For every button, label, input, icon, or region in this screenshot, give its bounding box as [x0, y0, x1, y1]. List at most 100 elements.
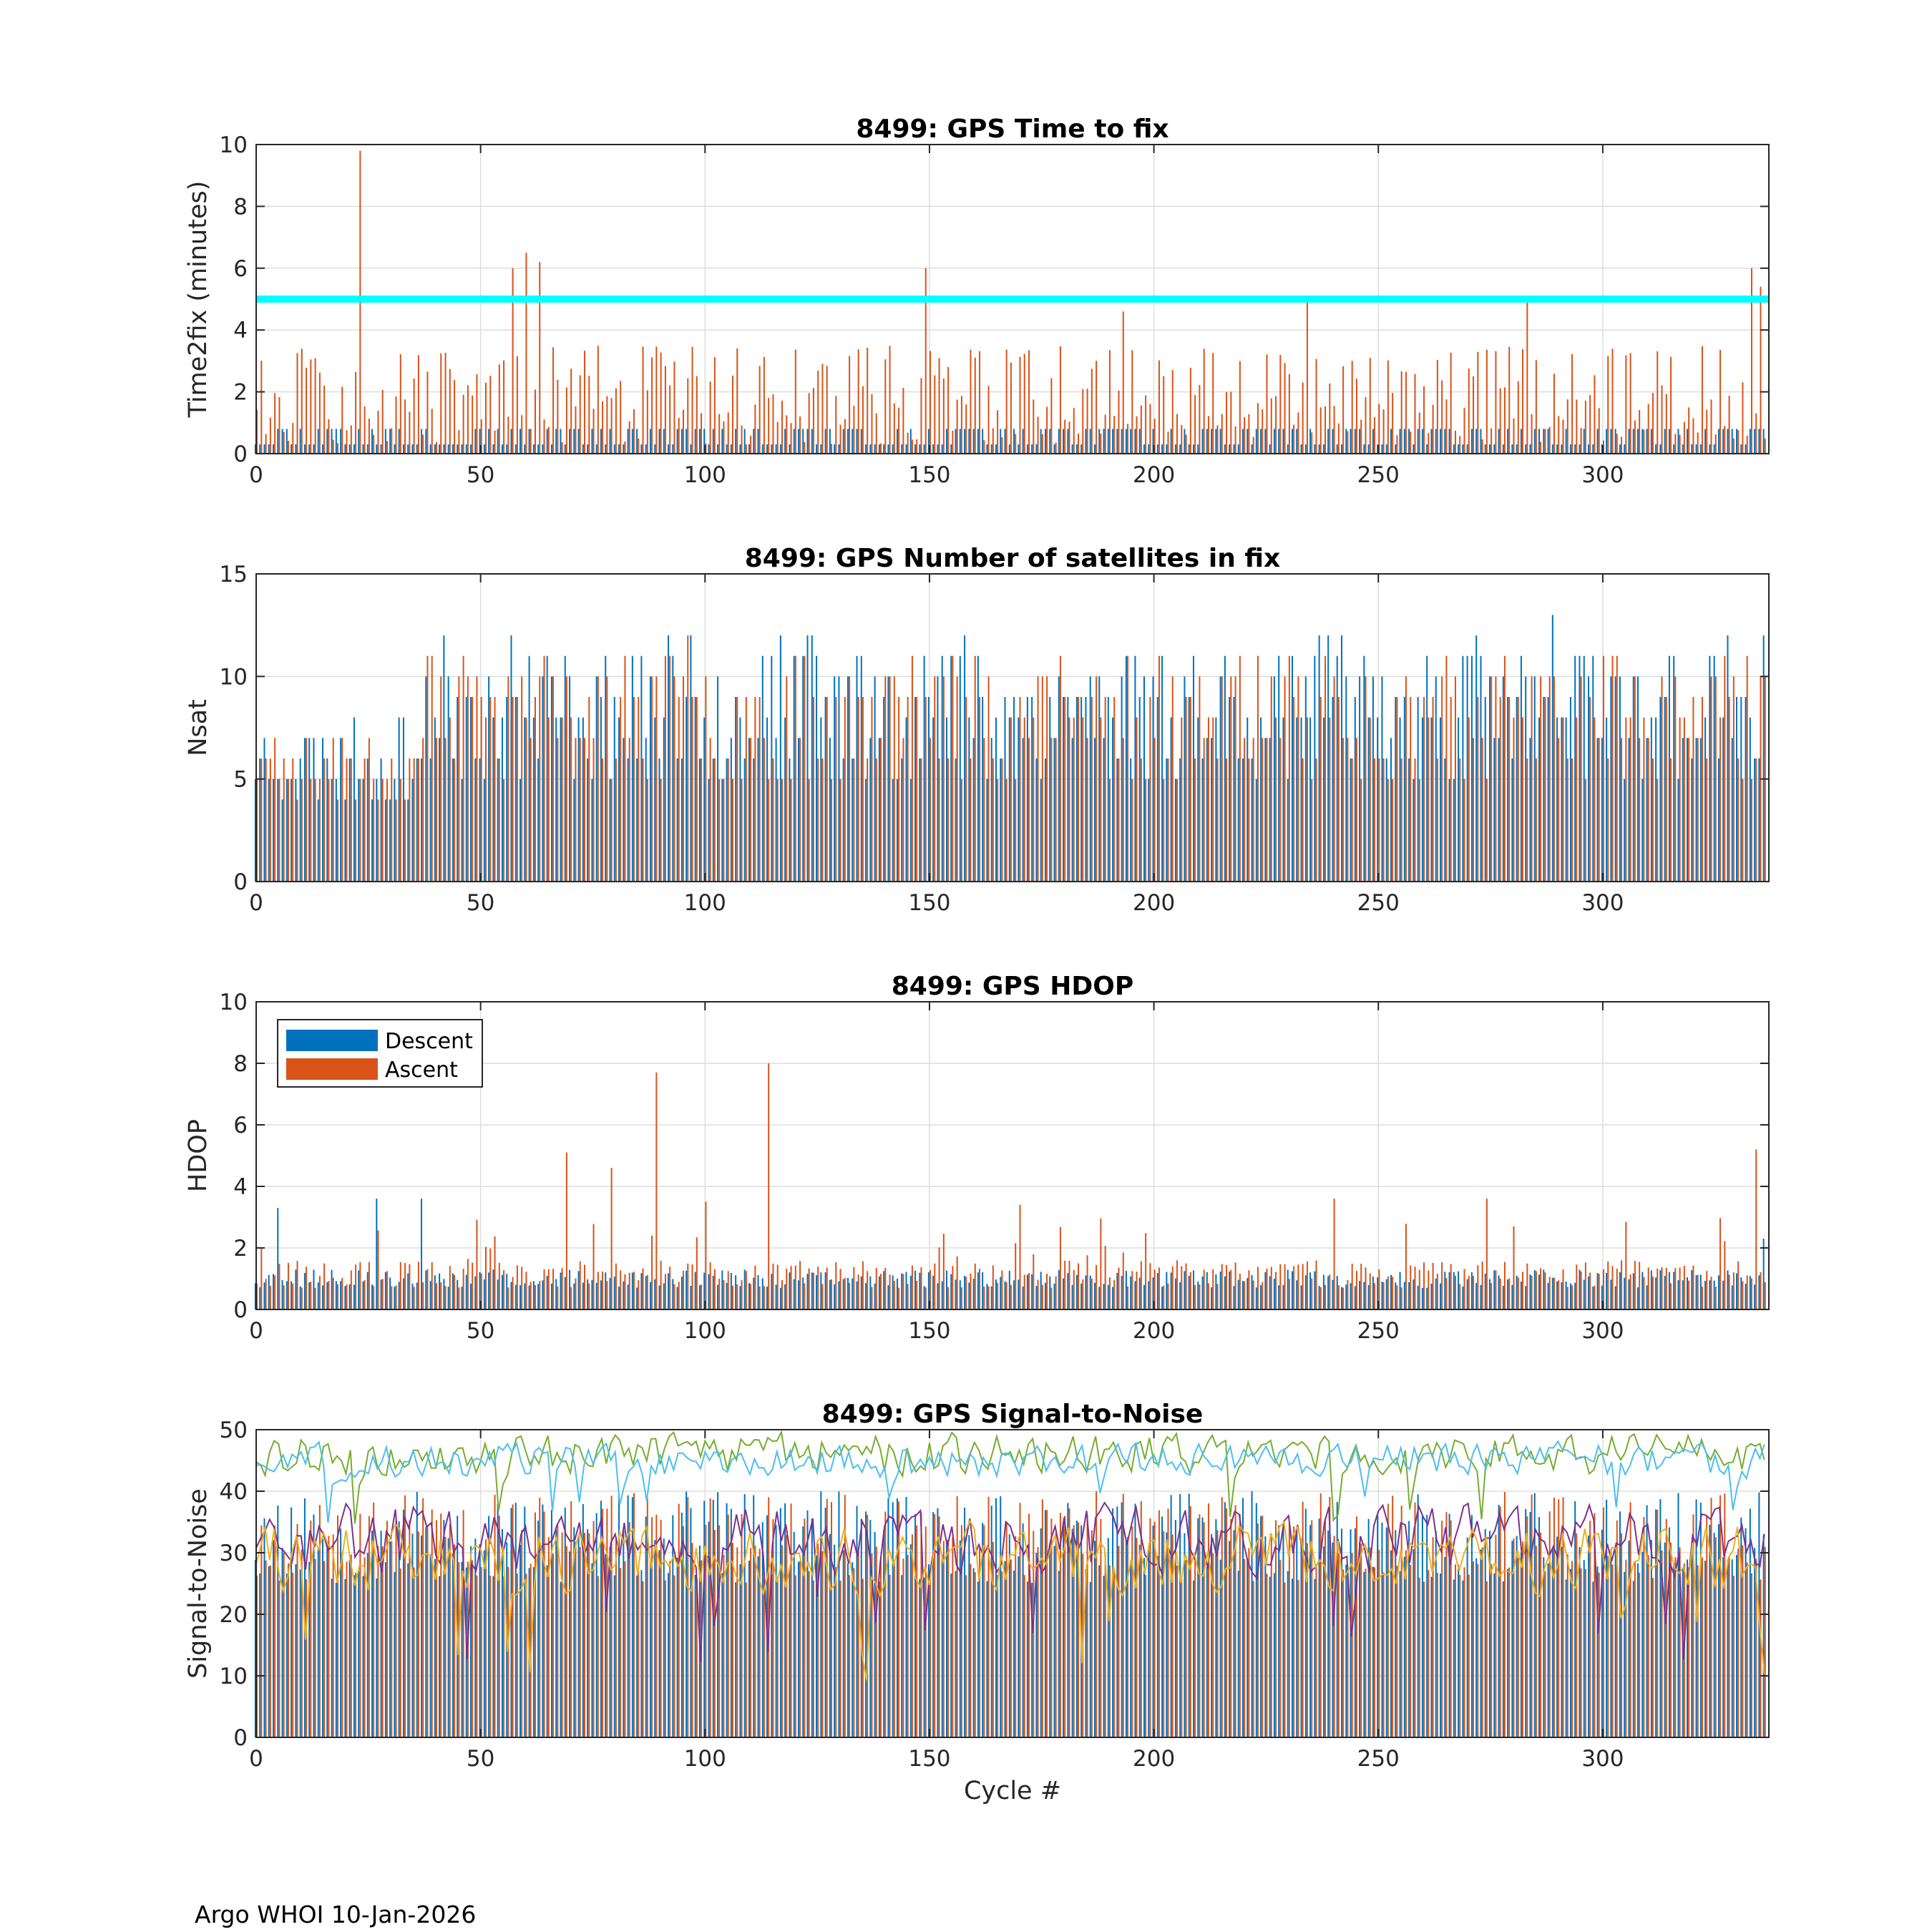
- bar-ascent: [1639, 410, 1641, 454]
- bar-ascent: [1189, 1272, 1191, 1309]
- bar-ascent: [1194, 1285, 1196, 1309]
- bar-descent: [1583, 655, 1585, 882]
- bar-descent: [407, 1563, 409, 1737]
- bar-ascent: [1252, 738, 1254, 882]
- x-tick-label: 0: [249, 890, 263, 916]
- bar-descent: [748, 1560, 750, 1737]
- bar-descent: [380, 758, 382, 882]
- bar-descent: [945, 1270, 947, 1309]
- bar-ascent: [849, 676, 851, 882]
- bar-descent: [860, 1276, 862, 1309]
- bar-ascent: [1078, 697, 1080, 882]
- bar-descent: [698, 1285, 701, 1309]
- bar-ascent: [628, 1272, 630, 1309]
- bar-descent: [743, 429, 746, 454]
- bar-ascent: [1674, 1268, 1677, 1309]
- bar-ascent: [763, 738, 765, 882]
- bar-descent: [344, 444, 346, 454]
- bar-ascent: [884, 1511, 887, 1737]
- bar-ascent: [907, 1284, 909, 1309]
- bar-descent: [1619, 1511, 1621, 1737]
- bar-descent: [380, 1279, 382, 1309]
- bar-ascent: [1167, 431, 1169, 454]
- bar-ascent: [965, 1575, 967, 1737]
- bar-ascent: [1329, 1496, 1331, 1737]
- bar-descent: [1241, 429, 1244, 454]
- bar-descent: [299, 758, 301, 882]
- bar-ascent: [1226, 1508, 1228, 1737]
- bar-descent: [1063, 697, 1065, 882]
- x-tick-label: 150: [908, 1318, 950, 1344]
- bar-ascent: [1015, 779, 1017, 882]
- bar-ascent: [1284, 1582, 1286, 1737]
- bar-descent: [582, 1282, 584, 1309]
- bar-descent: [708, 1521, 710, 1737]
- bar-ascent: [561, 1268, 563, 1309]
- bar-ascent: [431, 409, 433, 454]
- bar-ascent: [758, 1548, 761, 1737]
- bar-ascent: [790, 423, 792, 454]
- bar-ascent: [260, 361, 263, 454]
- bar-descent: [1291, 1271, 1293, 1309]
- bar-ascent: [1625, 717, 1627, 882]
- bar-descent: [1098, 1287, 1101, 1309]
- bar-ascent: [1540, 1268, 1542, 1309]
- bar-descent: [802, 655, 804, 882]
- bar-ascent: [1158, 1267, 1160, 1309]
- bar-ascent: [1576, 717, 1578, 882]
- bar-descent: [1507, 429, 1509, 454]
- bar-ascent: [570, 1501, 572, 1737]
- bar-ascent: [682, 1270, 685, 1309]
- bar-ascent: [332, 738, 334, 882]
- axes-frame: [255, 1429, 1770, 1738]
- bar-descent: [1713, 655, 1715, 882]
- bar-descent: [977, 1581, 979, 1737]
- bar-ascent: [1270, 1533, 1272, 1737]
- bar-ascent: [1508, 346, 1511, 454]
- bar-descent: [1188, 1493, 1190, 1737]
- bar-descent: [1130, 1276, 1132, 1309]
- bar-ascent: [597, 346, 599, 454]
- bar-descent: [546, 1275, 548, 1309]
- bar-ascent: [880, 443, 882, 454]
- bar-descent: [573, 1527, 575, 1737]
- y-tick-label: 4: [233, 1174, 248, 1200]
- bar-ascent: [1199, 385, 1201, 454]
- bar-ascent: [1503, 387, 1506, 454]
- bar-ascent: [794, 655, 796, 882]
- bar-ascent: [1485, 1581, 1488, 1737]
- bar-ascent: [1432, 404, 1434, 454]
- bar-ascent: [1387, 360, 1389, 454]
- bar-ascent: [987, 676, 990, 882]
- bar-descent: [1637, 1287, 1639, 1309]
- bar-descent: [816, 655, 818, 882]
- bar-descent: [1255, 429, 1257, 454]
- x-tick-label: 50: [467, 890, 494, 916]
- bar-descent: [348, 1560, 351, 1737]
- bar-descent: [569, 676, 571, 882]
- bar-ascent: [1212, 353, 1214, 454]
- bar-descent: [806, 1274, 809, 1309]
- y-tick-label: 20: [220, 1602, 248, 1628]
- bar-descent: [694, 1272, 696, 1309]
- y-axis-label: HDOP: [184, 1119, 213, 1192]
- bar-descent: [874, 1531, 876, 1737]
- bar-descent: [806, 429, 809, 454]
- bar-ascent: [1284, 363, 1286, 454]
- bar-descent: [1224, 1276, 1226, 1309]
- bar-descent: [389, 799, 391, 882]
- bar-descent: [1080, 444, 1083, 454]
- bar-descent: [537, 1284, 540, 1309]
- bar-descent: [380, 444, 382, 454]
- bar-descent: [1619, 444, 1621, 454]
- bar-ascent: [1602, 655, 1604, 882]
- bar-ascent: [426, 655, 429, 882]
- bar-ascent: [979, 1548, 981, 1737]
- bar-ascent: [1374, 1567, 1376, 1737]
- bar-descent: [1588, 1535, 1590, 1737]
- bar-descent: [937, 676, 939, 882]
- bar-ascent: [1023, 1274, 1025, 1309]
- bar-descent: [577, 717, 580, 882]
- bar-ascent: [1652, 1578, 1654, 1737]
- bar-ascent: [907, 432, 909, 454]
